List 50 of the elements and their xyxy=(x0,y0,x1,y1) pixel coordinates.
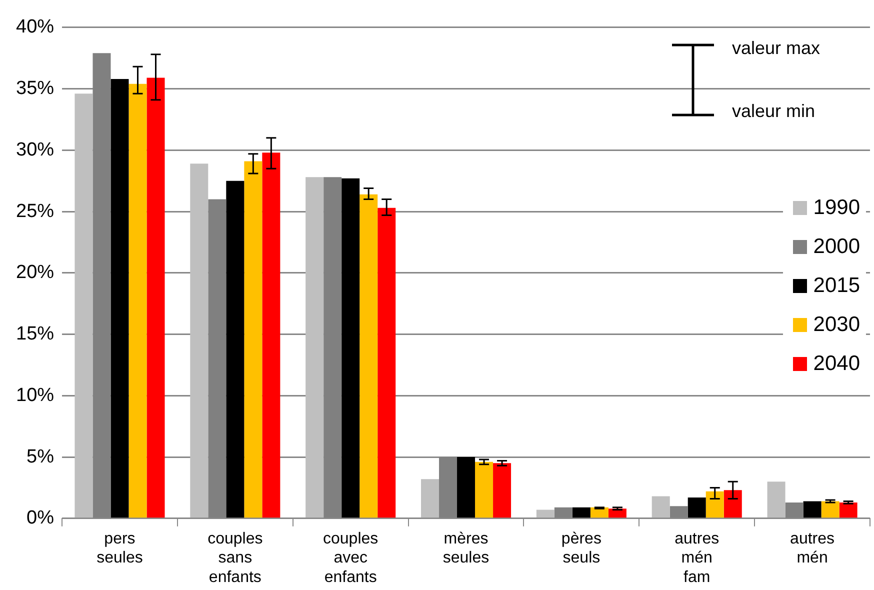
legend-label: 2000 xyxy=(813,234,860,258)
bar xyxy=(572,507,590,518)
y-tick-label: 20% xyxy=(16,262,54,284)
bar xyxy=(421,479,440,518)
bar xyxy=(342,178,360,518)
x-tick-label: pères seuls xyxy=(561,530,602,567)
bar xyxy=(706,491,724,518)
bar xyxy=(74,94,93,518)
bar xyxy=(821,501,840,518)
x-tick-label: mères seules xyxy=(442,530,490,567)
bar xyxy=(110,78,129,518)
y-tick-label: 5% xyxy=(26,446,54,468)
bar xyxy=(475,462,494,518)
x-tick-label: couples sans enfants xyxy=(208,530,263,586)
bar xyxy=(360,194,378,518)
bar xyxy=(767,482,786,518)
bar xyxy=(608,508,626,518)
legend-label: 2030 xyxy=(813,312,860,336)
bar xyxy=(146,78,165,518)
bar xyxy=(128,84,147,518)
y-tick-label: 15% xyxy=(16,324,54,345)
bar xyxy=(839,502,858,518)
bar xyxy=(226,180,244,518)
annotation: valeur min xyxy=(732,101,816,122)
bar xyxy=(803,501,822,518)
legend-label: 2040 xyxy=(813,352,860,376)
y-tick-label: 35% xyxy=(16,78,54,100)
y-tick-label: 10% xyxy=(16,384,54,406)
bar xyxy=(306,177,324,518)
y-tick-label: 40% xyxy=(16,16,54,38)
bar xyxy=(493,463,512,518)
bar xyxy=(378,208,396,518)
x-tick-label: pers seules xyxy=(96,530,143,567)
bar xyxy=(190,164,208,518)
bar xyxy=(536,510,554,518)
legend-label: 1990 xyxy=(813,196,860,220)
bar xyxy=(244,161,262,518)
bar xyxy=(724,490,742,518)
x-tick-label: couples avec enfants xyxy=(323,530,378,586)
bar xyxy=(688,498,706,518)
legend-label: 2015 xyxy=(813,274,860,298)
annotation: valeur max xyxy=(732,38,820,59)
y-tick-label: 30% xyxy=(16,139,54,160)
bar xyxy=(457,457,476,518)
y-tick-label: 0% xyxy=(26,508,54,529)
bar xyxy=(652,496,670,518)
x-tick-label: autres mén fam xyxy=(674,530,720,586)
bar xyxy=(262,152,280,518)
y-tick-label: 25% xyxy=(16,200,54,222)
x-tick-label: autres mén xyxy=(790,530,835,567)
